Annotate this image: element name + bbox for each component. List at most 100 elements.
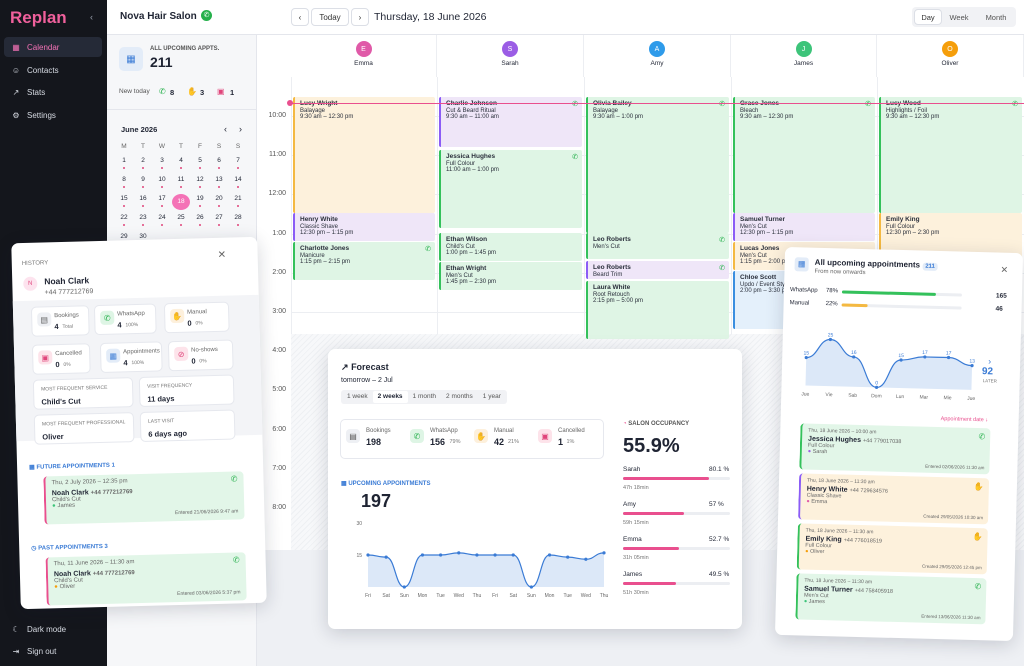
mini-day[interactable]: 1 — [115, 156, 133, 172]
event-card[interactable]: Leo Roberts Beard Trim ✆ — [586, 261, 729, 279]
mini-day[interactable]: 15 — [115, 194, 133, 210]
forecast-tab[interactable]: 1 week — [347, 393, 368, 400]
nav-settings[interactable]: ⚙ Settings — [4, 105, 102, 125]
mini-day[interactable]: 22 — [115, 213, 133, 229]
mini-day[interactable]: 7 — [229, 156, 247, 172]
future-appointment[interactable]: Thu, 2 July 2026 – 12:35 pm Noah Clark +… — [43, 471, 245, 525]
chart-point[interactable] — [804, 355, 808, 360]
chart-point[interactable] — [457, 551, 461, 555]
mini-day[interactable]: 18 — [172, 194, 190, 210]
event-card[interactable]: Henry White Classic Shave 12:30 pm – 1:15 … — [293, 213, 435, 241]
event-card[interactable]: Leo Roberts Men's Cut ✆ — [586, 233, 729, 259]
x-tick-label: Sat — [382, 593, 390, 599]
mini-day[interactable]: 24 — [153, 213, 171, 229]
collapse-icon[interactable]: ‹ — [90, 12, 93, 22]
mini-day[interactable]: 29 — [115, 232, 133, 248]
close-icon[interactable]: ✕ — [1000, 264, 1009, 275]
mini-day[interactable]: 14 — [229, 175, 247, 191]
month-view-button[interactable]: Month — [985, 13, 1007, 22]
chart-point[interactable] — [402, 585, 406, 589]
mini-day[interactable]: 5 — [191, 156, 209, 172]
upcoming-appointment[interactable]: Thu, 18 June 2026 – 10:00 am Jessica Hugh… — [799, 423, 991, 475]
chart-point[interactable] — [475, 553, 479, 557]
mini-day[interactable]: 21 — [229, 194, 247, 210]
mini-day[interactable]: 12 — [191, 175, 209, 191]
event-card[interactable]: Ethan Wilson Child's Cut 1:00 pm – 1:45 pm — [439, 233, 582, 261]
upcoming-appointment[interactable]: Thu, 18 June 2026 – 11:30 am Henry White … — [797, 473, 990, 525]
chart-point[interactable] — [529, 585, 533, 589]
close-icon[interactable]: ✕ — [217, 249, 227, 261]
chart-point[interactable] — [899, 358, 903, 362]
chart-point[interactable] — [493, 553, 497, 557]
prev-day-button[interactable]: ‹ — [291, 8, 309, 26]
sign-out-button[interactable]: ⇥ Sign out — [4, 641, 102, 661]
event-card[interactable]: Samuel Turner Men's Cut 12:30 pm – 1:15 pm — [733, 213, 875, 241]
mini-day[interactable]: 8 — [115, 175, 133, 191]
event-card[interactable]: Olivia BaileyBalayage9:30 am – 1:00 pm✆ — [586, 97, 729, 233]
mini-day-number: 17 — [158, 195, 166, 202]
event-card[interactable]: Lucy WrightBalayage9:30 am – 12:30 pm — [293, 97, 435, 213]
mini-day[interactable]: 13 — [210, 175, 228, 191]
mini-day[interactable]: 6 — [210, 156, 228, 172]
event-card[interactable]: Ethan Wright Men's Cut 1:45 pm – 2:30 pm — [439, 262, 582, 290]
mini-day[interactable]: 27 — [210, 213, 228, 229]
forecast-tab[interactable]: 1 year — [482, 393, 501, 400]
chart-point[interactable] — [566, 555, 570, 559]
chart-point[interactable] — [946, 355, 951, 360]
chart-point[interactable] — [602, 551, 606, 555]
chart-point[interactable] — [366, 553, 370, 557]
visit-frequency: VISIT FREQUENCY 11 days — [138, 374, 235, 407]
upcoming-appointment[interactable]: Thu, 18 June 2026 – 11:30 am Emily King +… — [796, 523, 988, 575]
day-view-button[interactable]: Day — [914, 9, 942, 25]
nav-contacts[interactable]: ☺ Contacts — [4, 60, 102, 80]
event-card[interactable]: Laura White Root Retouch 2:15 pm – 5:00 pm — [586, 281, 729, 339]
mini-day[interactable]: 2 — [134, 156, 152, 172]
chart-point[interactable] — [511, 553, 515, 557]
event-card[interactable]: Grace JonesBleach9:30 am – 12:30 pm✆ — [733, 97, 875, 213]
chart-point[interactable] — [828, 337, 833, 342]
chart-point[interactable] — [420, 553, 425, 557]
mini-day[interactable]: 9 — [134, 175, 152, 191]
week-view-button[interactable]: Week — [949, 13, 969, 22]
mini-day[interactable]: 11 — [172, 175, 190, 191]
mini-dow: S — [235, 143, 241, 150]
chart-point[interactable] — [439, 553, 443, 557]
chart-point[interactable] — [384, 555, 388, 559]
mini-prev-icon[interactable]: ‹ — [224, 124, 227, 134]
mini-day[interactable]: 28 — [229, 213, 247, 229]
mini-day[interactable]: 19 — [191, 194, 209, 210]
mini-day[interactable]: 4 — [172, 156, 190, 172]
chart-point[interactable] — [875, 385, 879, 389]
dark-mode-toggle[interactable]: ☾ Dark mode — [4, 619, 102, 639]
forecast-tab[interactable]: 2 weeks — [372, 391, 408, 403]
chart-point[interactable] — [584, 557, 588, 561]
nav-stats[interactable]: ↗ Stats — [4, 82, 102, 102]
mini-day[interactable]: 17 — [153, 194, 171, 210]
event-card[interactable]: Jessica Hughes Full Colour 11:00 am – 1:00… — [439, 150, 582, 228]
mini-day[interactable]: 10 — [153, 175, 171, 191]
next-day-button[interactable]: › — [351, 8, 369, 26]
sort-link[interactable]: Appointment date ↓ — [940, 416, 989, 424]
mini-day[interactable]: 20 — [210, 194, 228, 210]
mini-next-icon[interactable]: › — [239, 124, 242, 134]
chart-point[interactable] — [970, 364, 974, 368]
past-appointment[interactable]: Thu, 11 June 2026 – 11:30 am Noah Clark … — [45, 552, 247, 606]
mini-day[interactable]: 3 — [153, 156, 171, 172]
chevron-right-icon[interactable]: › — [988, 356, 992, 367]
mini-day[interactable]: 30 — [134, 232, 152, 248]
event-card[interactable]: Charlotte Jones Manicure 1:15 pm – 2:15 pm… — [293, 242, 435, 280]
upcoming-appointment[interactable]: Thu, 18 June 2026 – 11:30 am Samuel Turne… — [795, 573, 987, 625]
chart-point[interactable] — [923, 355, 927, 359]
mini-day[interactable]: 25 — [172, 213, 190, 229]
chart-point[interactable] — [547, 553, 552, 557]
chart-point[interactable] — [852, 355, 856, 359]
mini-day[interactable]: 16 — [134, 194, 152, 210]
mini-day[interactable]: 23 — [134, 213, 152, 229]
forecast-tab[interactable]: 2 months — [446, 393, 473, 400]
forecast-tab[interactable]: 1 month — [412, 393, 437, 400]
today-button[interactable]: Today — [311, 8, 349, 26]
mini-day[interactable]: 26 — [191, 213, 209, 229]
nav-calendar[interactable]: ▦ Calendar — [4, 37, 102, 57]
